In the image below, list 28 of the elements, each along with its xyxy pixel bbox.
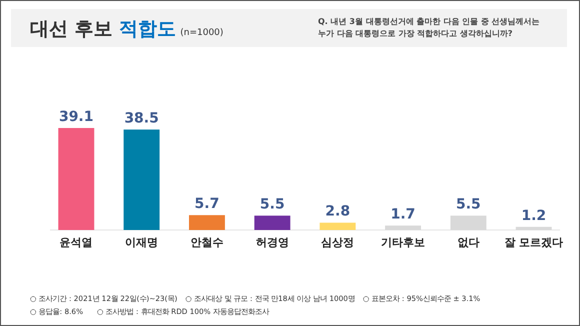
x-tick-label: 기타후보 [381,236,426,249]
bar [516,226,552,230]
chart-title: 대선 후보 적합도 [30,18,176,40]
bar [385,226,422,230]
data-label: 38.5 [124,110,159,127]
bar [124,130,160,230]
x-tick-label: 윤석열 [60,236,93,249]
text: Q. 내년 3월 대통령선거에 출마한 다음 인물 중 선생님께서는 [318,17,540,26]
text: 누가 다음 대통령으로 가장 적합하다고 생각하십니까? [318,29,513,38]
data-label: 1.2 [521,208,546,224]
bar [188,215,225,230]
bar [320,222,356,230]
bar [58,128,94,230]
x-tick-label: 이재명 [125,236,158,249]
data-label: 5.7 [194,196,220,212]
data-label: 1.7 [390,206,416,223]
data-label: 39.1 [58,109,94,125]
chart-subtitle: (n=1000) [180,28,224,38]
x-tick-label: 허경영 [256,236,289,249]
x-tick-label: 안철수 [190,236,224,249]
x-tick-label: 없다 [457,236,480,249]
x-tick-label: 심상정 [321,236,354,249]
bar [254,216,290,230]
data-label: 5.5 [456,196,481,213]
x-tick-label: 잘 모르겠다 [504,236,564,249]
data-label: 2.8 [325,204,350,220]
data-label: 5.5 [260,196,285,213]
bar [450,216,486,230]
